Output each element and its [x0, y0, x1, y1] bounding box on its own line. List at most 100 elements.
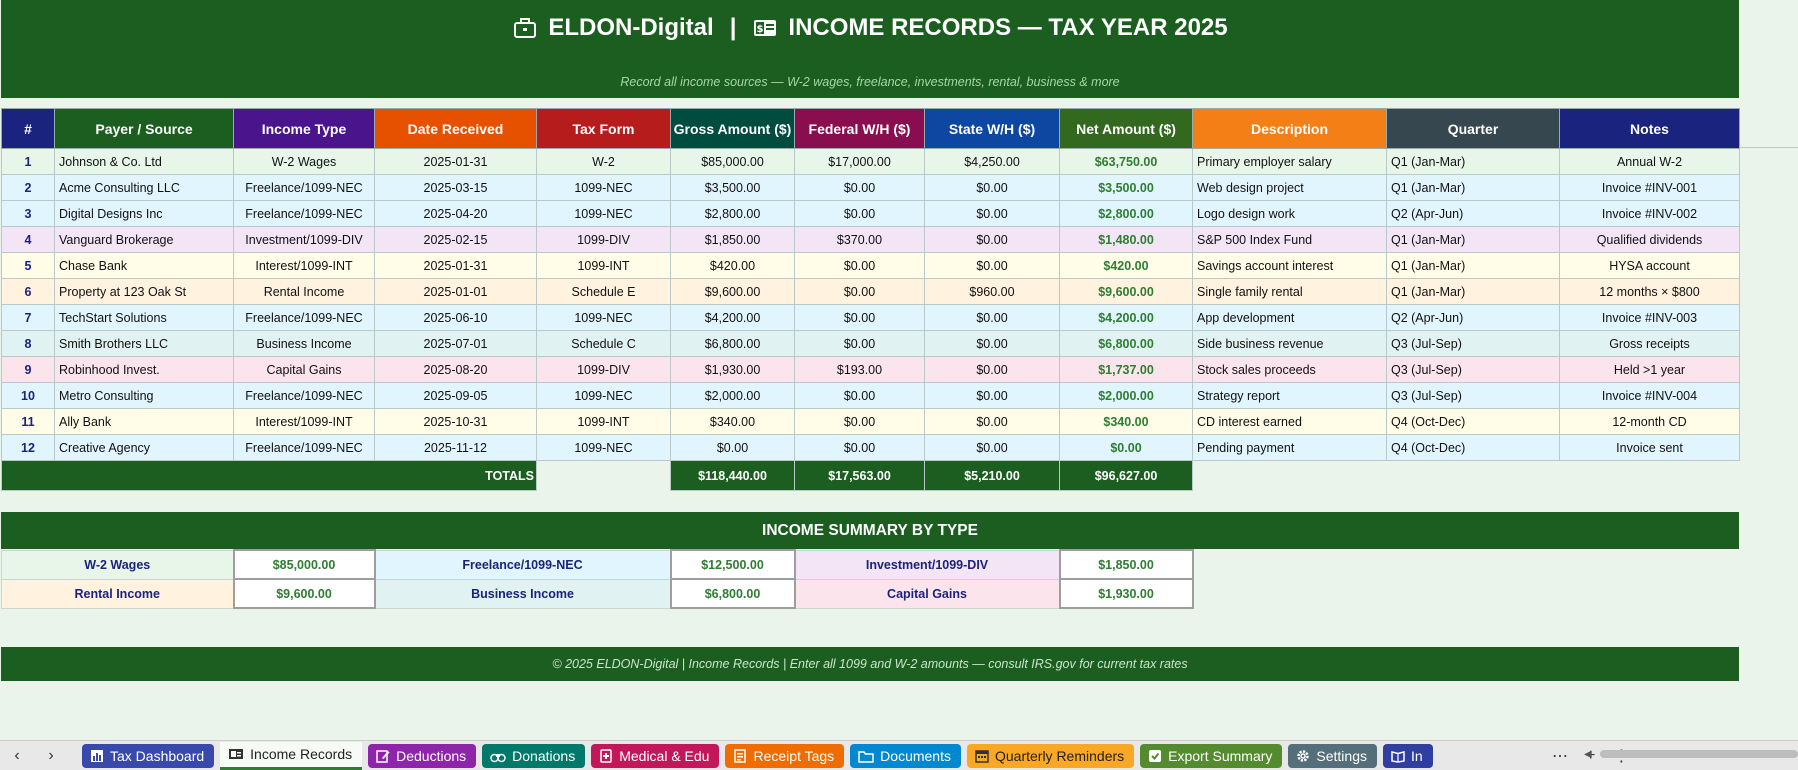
payer-cell[interactable]: Digital Designs Inc	[54, 200, 234, 227]
notes-cell[interactable]: Invoice #INV-004	[1559, 382, 1740, 409]
notes-cell[interactable]: 12-month CD	[1559, 408, 1740, 435]
tax-form-cell[interactable]: 1099-NEC	[536, 174, 671, 201]
date-cell[interactable]: 2025-02-15	[374, 226, 537, 253]
income-type-cell[interactable]: Interest/1099-INT	[233, 408, 375, 435]
income-type-cell[interactable]: Rental Income	[233, 278, 375, 305]
quarter-cell[interactable]: Q3 (Jul-Sep)	[1386, 330, 1560, 357]
summary-value[interactable]: $85,000.00	[232, 549, 376, 580]
summary-value[interactable]: $1,930.00	[1058, 578, 1194, 609]
net-cell[interactable]: $9,600.00	[1059, 278, 1193, 305]
tab-settings[interactable]: Settings	[1288, 743, 1377, 768]
federal-wh-cell[interactable]: $0.00	[794, 408, 925, 435]
col-number-header[interactable]: #	[1, 108, 55, 149]
income-type-cell[interactable]: Interest/1099-INT	[233, 252, 375, 279]
tax-form-cell[interactable]: 1099-DIV	[536, 356, 671, 383]
notes-cell[interactable]: Invoice sent	[1559, 434, 1740, 461]
description-cell[interactable]: S&P 500 Index Fund	[1192, 226, 1387, 253]
description-cell[interactable]: Web design project	[1192, 174, 1387, 201]
date-cell[interactable]: 2025-10-31	[374, 408, 537, 435]
tab-deductions[interactable]: Deductions	[368, 743, 477, 768]
number-cell[interactable]: 3	[1, 200, 55, 227]
description-cell[interactable]: Stock sales proceeds	[1192, 356, 1387, 383]
federal-wh-cell[interactable]: $0.00	[794, 304, 925, 331]
number-cell[interactable]: 10	[1, 382, 55, 409]
notes-cell[interactable]: Annual W-2	[1559, 148, 1740, 175]
quarter-cell[interactable]: Q3 (Jul-Sep)	[1386, 356, 1560, 383]
notes-cell[interactable]: 12 months × $800	[1559, 278, 1740, 305]
notes-cell[interactable]: Gross receipts	[1559, 330, 1740, 357]
income-type-cell[interactable]: Investment/1099-DIV	[233, 226, 375, 253]
number-cell[interactable]: 8	[1, 330, 55, 357]
payer-cell[interactable]: Robinhood Invest.	[54, 356, 234, 383]
date-cell[interactable]: 2025-11-12	[374, 434, 537, 461]
notes-cell[interactable]: Held >1 year	[1559, 356, 1740, 383]
state-wh-cell[interactable]: $0.00	[924, 356, 1060, 383]
totals-fed-cell[interactable]: $17,563.00	[794, 460, 925, 491]
federal-wh-cell[interactable]: $17,000.00	[794, 148, 925, 175]
col-income-type-header[interactable]: Income Type	[233, 108, 375, 149]
tax-form-cell[interactable]: 1099-INT	[536, 408, 671, 435]
notes-cell[interactable]: Invoice #INV-001	[1559, 174, 1740, 201]
tab-medical-edu[interactable]: Medical & Edu	[591, 743, 720, 768]
quarter-cell[interactable]: Q2 (Apr-Jun)	[1386, 304, 1560, 331]
net-cell[interactable]: $4,200.00	[1059, 304, 1193, 331]
income-type-cell[interactable]: Freelance/1099-NEC	[233, 382, 375, 409]
tab-donations[interactable]: Donations	[482, 743, 586, 768]
quarter-cell[interactable]: Q1 (Jan-Mar)	[1386, 174, 1560, 201]
col-federal-wh-header[interactable]: Federal W/H ($)	[794, 108, 925, 149]
notes-cell[interactable]: Qualified dividends	[1559, 226, 1740, 253]
description-cell[interactable]: Savings account interest	[1192, 252, 1387, 279]
number-cell[interactable]: 4	[1, 226, 55, 253]
summary-value[interactable]: $9,600.00	[232, 578, 376, 609]
number-cell[interactable]: 7	[1, 304, 55, 331]
tax-form-cell[interactable]: Schedule C	[536, 330, 671, 357]
net-cell[interactable]: $1,480.00	[1059, 226, 1193, 253]
number-cell[interactable]: 11	[1, 408, 55, 435]
gross-cell[interactable]: $9,600.00	[670, 278, 795, 305]
number-cell[interactable]: 1	[1, 148, 55, 175]
net-cell[interactable]: $3,500.00	[1059, 174, 1193, 201]
net-cell[interactable]: $0.00	[1059, 434, 1193, 461]
description-cell[interactable]: Strategy report	[1192, 382, 1387, 409]
gross-cell[interactable]: $3,500.00	[670, 174, 795, 201]
net-cell[interactable]: $420.00	[1059, 252, 1193, 279]
state-wh-cell[interactable]: $0.00	[924, 434, 1060, 461]
income-type-cell[interactable]: Freelance/1099-NEC	[233, 174, 375, 201]
gross-cell[interactable]: $6,800.00	[670, 330, 795, 357]
federal-wh-cell[interactable]: $0.00	[794, 382, 925, 409]
tax-form-cell[interactable]: W-2	[536, 148, 671, 175]
quarter-cell[interactable]: Q1 (Jan-Mar)	[1386, 148, 1560, 175]
next-sheet-button[interactable]: ›	[48, 746, 54, 764]
net-cell[interactable]: $340.00	[1059, 408, 1193, 435]
gross-cell[interactable]: $85,000.00	[670, 148, 795, 175]
col-description-header[interactable]: Description	[1192, 108, 1387, 149]
net-cell[interactable]: $2,000.00	[1059, 382, 1193, 409]
payer-cell[interactable]: Chase Bank	[54, 252, 234, 279]
tax-form-cell[interactable]: Schedule E	[536, 278, 671, 305]
federal-wh-cell[interactable]: $0.00	[794, 252, 925, 279]
col-tax-form-header[interactable]: Tax Form	[536, 108, 671, 149]
col-gross-header[interactable]: Gross Amount ($)	[670, 108, 795, 149]
state-wh-cell[interactable]: $0.00	[924, 200, 1060, 227]
net-cell[interactable]: $2,800.00	[1059, 200, 1193, 227]
payer-cell[interactable]: Metro Consulting	[54, 382, 234, 409]
state-wh-cell[interactable]: $0.00	[924, 382, 1060, 409]
description-cell[interactable]: Single family rental	[1192, 278, 1387, 305]
quarter-cell[interactable]: Q3 (Jul-Sep)	[1386, 382, 1560, 409]
description-cell[interactable]: CD interest earned	[1192, 408, 1387, 435]
gross-cell[interactable]: $1,930.00	[670, 356, 795, 383]
quarter-cell[interactable]: Q1 (Jan-Mar)	[1386, 226, 1560, 253]
description-cell[interactable]: Pending payment	[1192, 434, 1387, 461]
gross-cell[interactable]: $1,850.00	[670, 226, 795, 253]
horizontal-scrollbar[interactable]: ◀	[1584, 748, 1798, 760]
notes-cell[interactable]: Invoice #INV-003	[1559, 304, 1740, 331]
prev-sheet-button[interactable]: ‹	[14, 746, 20, 764]
quarter-cell[interactable]: Q4 (Oct-Dec)	[1386, 408, 1560, 435]
gross-cell[interactable]: $2,000.00	[670, 382, 795, 409]
totals-gross-cell[interactable]: $118,440.00	[670, 460, 795, 491]
scrollbar-thumb[interactable]	[1599, 750, 1798, 758]
payer-cell[interactable]: Johnson & Co. Ltd	[54, 148, 234, 175]
net-cell[interactable]: $1,737.00	[1059, 356, 1193, 383]
federal-wh-cell[interactable]: $0.00	[794, 200, 925, 227]
number-cell[interactable]: 2	[1, 174, 55, 201]
